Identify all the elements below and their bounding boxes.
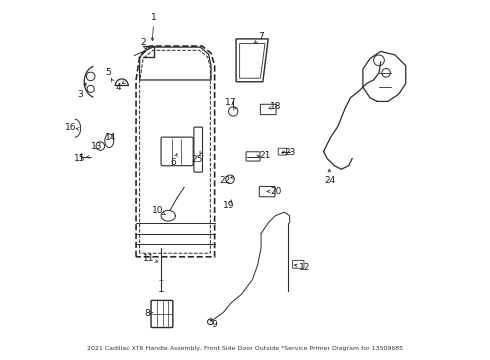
Text: 9: 9 (212, 320, 218, 329)
Text: 4: 4 (115, 83, 121, 92)
Text: 14: 14 (105, 132, 117, 141)
Text: 3: 3 (77, 90, 83, 99)
Text: 25: 25 (192, 155, 203, 164)
Text: 18: 18 (270, 102, 281, 111)
Text: 19: 19 (223, 201, 235, 210)
Text: 22: 22 (220, 176, 231, 185)
Text: 6: 6 (171, 158, 176, 167)
Text: 10: 10 (152, 206, 163, 215)
Text: 17: 17 (225, 98, 237, 107)
Text: 24: 24 (324, 176, 336, 185)
Text: 23: 23 (284, 148, 295, 157)
Text: 2021 Cadillac XT6 Handle Assembly, Front Side Door Outside *Service Primer Diagr: 2021 Cadillac XT6 Handle Assembly, Front… (87, 346, 403, 351)
Text: 7: 7 (258, 32, 264, 41)
Text: 15: 15 (74, 154, 86, 163)
Text: 20: 20 (271, 187, 282, 196)
Text: 16: 16 (65, 123, 76, 132)
Text: 11: 11 (143, 254, 154, 263)
Text: 1: 1 (151, 13, 157, 22)
Text: 5: 5 (106, 68, 111, 77)
Text: 2: 2 (140, 38, 146, 47)
Text: 12: 12 (299, 263, 311, 272)
Text: 8: 8 (144, 310, 149, 319)
Text: 13: 13 (91, 141, 102, 150)
Text: 21: 21 (259, 151, 270, 160)
